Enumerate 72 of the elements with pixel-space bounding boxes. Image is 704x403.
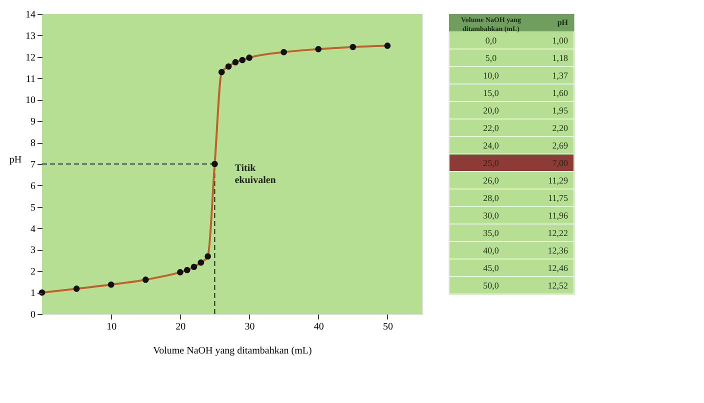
y-tick-label: 3	[30, 245, 36, 256]
y-tick-label: 2	[30, 266, 36, 278]
point	[239, 56, 246, 64]
point	[198, 259, 204, 266]
text: 1,95	[552, 105, 568, 116]
category-label: 15,0	[483, 88, 500, 98]
text: pH	[557, 18, 569, 27]
y-tick-label: 12	[26, 52, 36, 64]
point	[190, 264, 198, 270]
point	[218, 68, 225, 76]
point	[184, 266, 190, 274]
y-tick-label: 1	[30, 288, 36, 300]
x-tick-label: 10	[106, 322, 117, 332]
text: 12,36	[548, 245, 568, 256]
point	[384, 42, 391, 49]
text: 12,46	[548, 262, 568, 273]
y-tick-label: 5	[30, 202, 36, 214]
text: 1,18	[552, 52, 568, 63]
category-label: 30,0	[483, 210, 500, 220]
x-tick-label: 40	[314, 322, 324, 332]
point	[177, 269, 184, 276]
text: 1,60	[552, 88, 568, 98]
x-tick-label: 20	[176, 322, 186, 332]
y-tick-label: 10	[26, 95, 36, 106]
y-tick-label: 6	[30, 180, 36, 192]
x-tick-label: 30	[244, 322, 255, 332]
text: 1,00	[552, 35, 568, 46]
text: 11,75	[548, 192, 568, 203]
y-tick-label: 0	[30, 310, 36, 320]
point	[142, 276, 149, 283]
category-label: 5,0	[485, 52, 498, 63]
text: 12,22	[548, 228, 568, 238]
text: 1,37	[552, 70, 568, 80]
point	[232, 59, 239, 66]
y-tick-label: 13	[26, 30, 36, 42]
category-label: 50,0	[483, 280, 500, 290]
text: 12,52	[548, 280, 568, 290]
x-axis-title: Volume NaOH yang ditambahkan (mL)	[153, 346, 312, 356]
y-tick-label: 9	[30, 116, 36, 128]
point	[212, 160, 218, 168]
point	[204, 253, 211, 260]
category-label: 28,0	[483, 192, 500, 203]
text: 7,00	[552, 158, 568, 168]
point	[246, 54, 252, 61]
text: 2,20	[552, 122, 568, 133]
category-label: 22,0	[483, 122, 500, 133]
category-label: 10,0	[483, 70, 500, 80]
point	[108, 281, 114, 288]
x-tick-label: 50	[382, 322, 393, 332]
text: 11,29	[548, 175, 568, 186]
y-tick-label: 7	[30, 160, 36, 170]
point	[350, 44, 356, 50]
category-label: 24,0	[483, 140, 500, 150]
category-label: 0,0	[485, 35, 498, 46]
y-tick-label: 8	[30, 138, 36, 150]
point	[280, 48, 287, 56]
category-label: 40,0	[483, 245, 500, 256]
category-label: 35,0	[483, 228, 500, 238]
y-tick-label: 11	[26, 74, 36, 85]
y-tick-label: 4	[30, 224, 36, 235]
point	[315, 46, 322, 52]
category-label: 26,0	[483, 175, 500, 186]
annotation: Titik ekuivalen	[234, 163, 276, 186]
text: 2,69	[552, 140, 568, 150]
y-tick-label: 14	[26, 10, 36, 20]
point	[225, 63, 232, 70]
point	[73, 286, 80, 292]
text: 11,96	[548, 210, 568, 220]
category-label: 20,0	[483, 105, 500, 116]
category-label: 45,0	[483, 262, 500, 273]
y-axis-title: pH	[9, 154, 22, 166]
category-label: 25,0	[483, 158, 500, 168]
